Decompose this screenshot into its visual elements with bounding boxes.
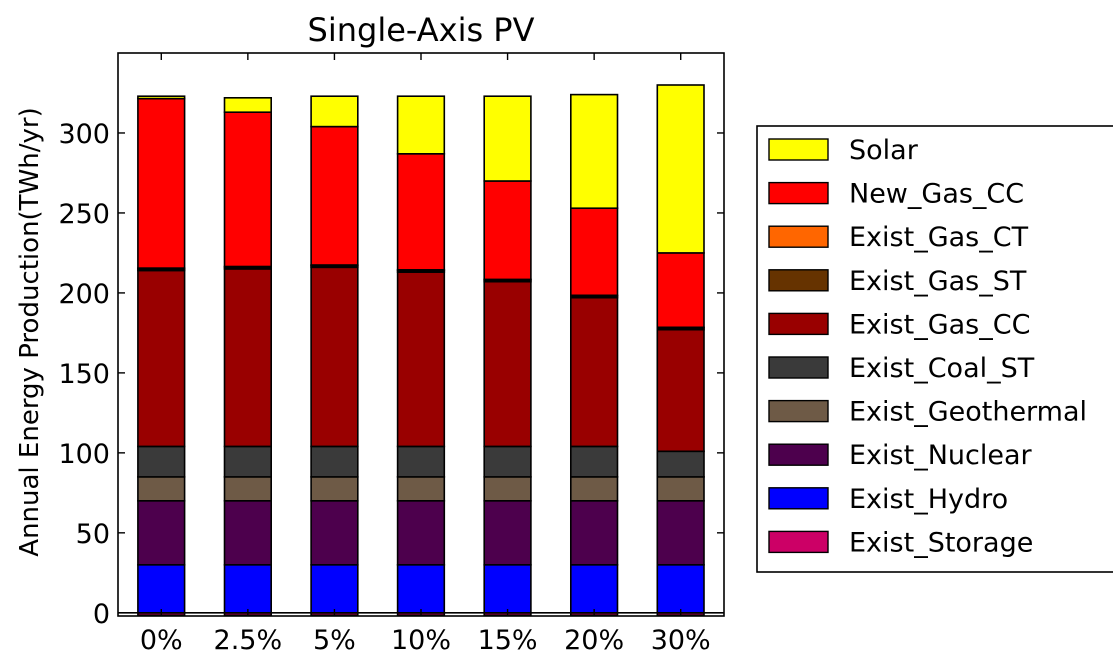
bar-stacks <box>137 84 705 616</box>
bar-segment-exist-gas-cc-2-5 <box>223 268 273 448</box>
bar-segment-exist-nuclear-2-5 <box>223 499 273 566</box>
legend-swatch-exist-hydro <box>768 487 829 510</box>
x-tick-label: 15% <box>478 625 538 651</box>
bar-segment-exist-coal-st-0 <box>137 445 186 478</box>
bar-segment-exist-coal-st-2-5 <box>223 445 273 478</box>
bar-segment-exist-coal-st-20 <box>569 445 619 478</box>
bar-segment-exist-nuclear-20 <box>569 499 619 566</box>
bar-segment-exist-geothermal-10 <box>396 475 446 502</box>
bar-segment-exist-gas-cc-0 <box>137 269 186 448</box>
y-tick-label: 100 <box>58 439 110 470</box>
legend-label-exist-coal-st: Exist_Coal_ST <box>849 353 1035 384</box>
bar-segment-new-gas-cc-15 <box>483 180 532 281</box>
bar-segment-exist-geothermal-30 <box>656 475 705 502</box>
y-axis-label: Annual Energy Production(TWh/yr) <box>15 107 45 556</box>
bar-segment-new-gas-cc-0 <box>137 97 186 269</box>
bar-segment-exist-nuclear-10 <box>396 499 446 566</box>
plot-axes: 0 50 100 150 200 250 300 0% 2.5% 5% 10% 15% 20% 30% <box>58 52 725 651</box>
x-tick-label: 10% <box>391 625 451 651</box>
bar-segment-exist-hydro-0 <box>137 563 186 614</box>
bar-segment-exist-coal-st-30 <box>656 450 705 478</box>
bar-segment-exist-gas-cc-10 <box>396 271 446 448</box>
legend-label-exist-geothermal: Exist_Geothermal <box>849 397 1087 428</box>
bar-segment-solar-0 <box>137 95 186 100</box>
bar-segment-exist-gas-cc-30 <box>656 328 705 453</box>
bar-segment-exist-nuclear-15 <box>483 499 532 566</box>
bar-segment-exist-hydro-10 <box>396 563 446 614</box>
bar-segment-new-gas-cc-30 <box>656 252 705 329</box>
bar-segment-exist-nuclear-0 <box>137 499 186 566</box>
legend-swatch-exist-gas-st <box>768 269 829 292</box>
bar-segment-exist-hydro-2-5 <box>223 563 273 614</box>
bar-segment-exist-geothermal-15 <box>483 475 532 502</box>
y-tick-label: 200 <box>58 279 110 310</box>
bar-segment-new-gas-cc-20 <box>569 207 619 297</box>
y-tick-label: 250 <box>58 199 110 230</box>
legend-swatch-solar <box>768 138 829 161</box>
legend-swatch-exist-coal-st <box>768 356 829 379</box>
bar-segment-exist-gas-cc-15 <box>483 280 532 448</box>
legend-label-exist-storage: Exist_Storage <box>849 527 1033 558</box>
bar-segment-solar-15 <box>483 95 532 182</box>
x-tick-label: 5% <box>313 625 356 651</box>
legend-swatch-exist-geothermal <box>768 399 829 423</box>
bar-segment-exist-hydro-20 <box>569 563 619 614</box>
legend-swatch-new-gas-cc <box>768 181 829 205</box>
legend: Solar New_Gas_CC Exist_Gas_CT Exist_Gas_ST E… <box>756 125 1113 573</box>
legend-label-new-gas-cc: New_Gas_CC <box>849 179 1024 210</box>
chart-title: Single-Axis PV <box>308 11 535 49</box>
y-tick-label: 150 <box>58 359 110 390</box>
legend-label-exist-hydro: Exist_Hydro <box>849 484 1008 515</box>
bar-segment-exist-gas-cc-5 <box>310 266 359 448</box>
x-tick-label: 2.5% <box>214 625 283 651</box>
legend-swatch-exist-gas-cc <box>768 312 829 336</box>
bar-segment-new-gas-cc-5 <box>310 125 359 266</box>
legend-label-exist-gas-ct: Exist_Gas_CT <box>849 222 1029 253</box>
bar-segment-exist-coal-st-15 <box>483 445 532 478</box>
y-tick-label: 0 <box>93 599 110 630</box>
bar-segment-exist-nuclear-30 <box>656 499 705 566</box>
bar-segment-exist-hydro-30 <box>656 563 705 614</box>
bar-segment-exist-hydro-15 <box>483 563 532 614</box>
y-tick-label: 300 <box>58 119 110 150</box>
bar-segment-exist-gas-cc-20 <box>569 296 619 448</box>
legend-swatch-exist-nuclear <box>768 443 829 466</box>
bar-segment-solar-30 <box>656 84 705 254</box>
bar-segment-exist-geothermal-5 <box>310 475 359 502</box>
x-tick-label: 0% <box>140 625 183 651</box>
bar-segment-solar-2-5 <box>223 97 273 114</box>
bar-segment-exist-nuclear-5 <box>310 499 359 566</box>
bar-segment-solar-20 <box>569 93 619 209</box>
legend-swatch-exist-gas-ct <box>768 225 829 248</box>
legend-label-exist-gas-st: Exist_Gas_ST <box>849 266 1027 297</box>
y-tick-label: 50 <box>76 519 110 550</box>
x-tick-label: 30% <box>651 625 711 651</box>
bar-segment-exist-geothermal-20 <box>569 475 619 502</box>
bar-segment-exist-hydro-5 <box>310 563 359 614</box>
bar-segment-new-gas-cc-2-5 <box>223 111 273 268</box>
bar-segment-exist-geothermal-0 <box>137 475 186 502</box>
bar-segment-new-gas-cc-10 <box>396 153 446 271</box>
bar-segment-exist-coal-st-10 <box>396 445 446 478</box>
legend-label-solar: Solar <box>849 135 919 166</box>
bar-segment-exist-coal-st-5 <box>310 445 359 478</box>
legend-label-exist-gas-cc: Exist_Gas_CC <box>849 309 1030 340</box>
legend-swatch-exist-storage <box>768 530 829 554</box>
bar-segment-solar-10 <box>396 95 446 155</box>
bar-segment-solar-5 <box>310 95 359 128</box>
legend-label-exist-nuclear: Exist_Nuclear <box>849 440 1033 471</box>
bar-segment-exist-geothermal-2-5 <box>223 475 273 502</box>
x-tick-label: 20% <box>564 625 624 651</box>
